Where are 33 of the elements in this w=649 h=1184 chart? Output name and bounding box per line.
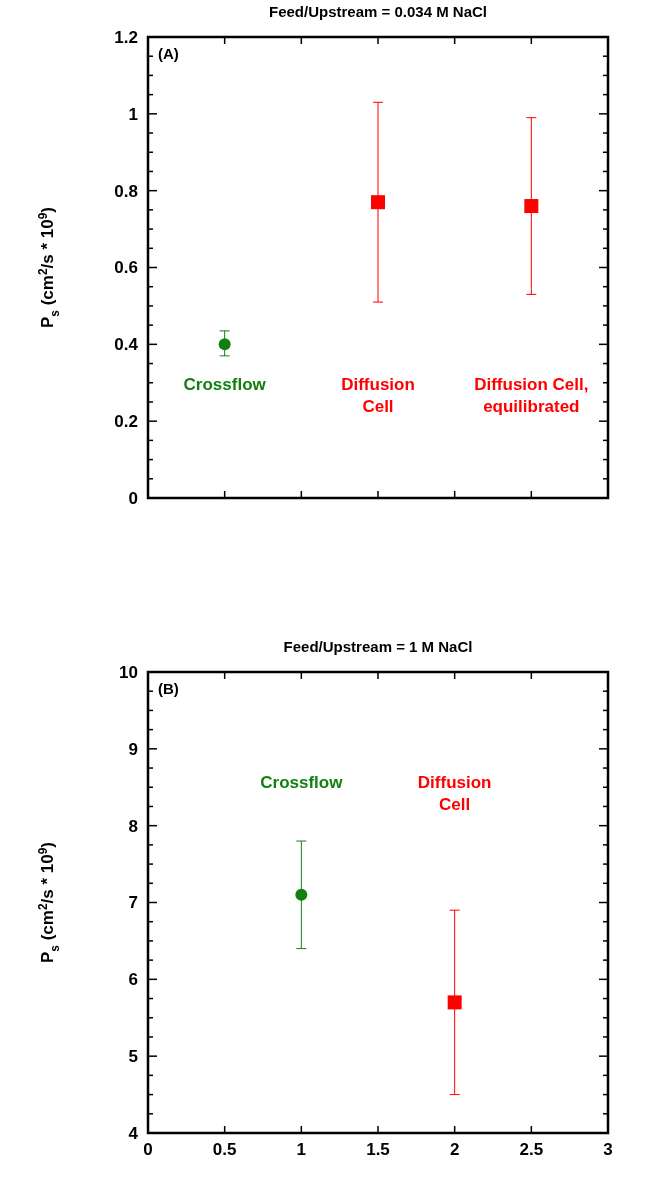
x-tick-label: 2.5 xyxy=(519,1140,544,1159)
y-tick-label: 9 xyxy=(128,739,138,759)
y-tick-label: 8 xyxy=(128,816,138,836)
y-tick-label: 10 xyxy=(119,662,138,682)
chart-title: Feed/Upstream = 1 M NaCl xyxy=(283,638,473,655)
annotation: (B) xyxy=(158,680,179,697)
annotation: Crossflow xyxy=(183,375,267,395)
x-tick-label: 0 xyxy=(143,1140,153,1159)
x-tick-label: 1.5 xyxy=(366,1140,390,1159)
y-tick-label: 0 xyxy=(128,488,138,508)
annotation: Diffusion Cell xyxy=(417,772,492,814)
y-tick-label: 0.2 xyxy=(114,412,138,432)
point xyxy=(371,195,385,210)
chart-title: Feed/Upstream = 0.034 M NaCl xyxy=(268,3,488,20)
y-tick-label: 1.2 xyxy=(114,27,138,47)
x-tick-label: 3 xyxy=(603,1140,613,1159)
y-tick-label: 0.4 xyxy=(114,335,139,355)
y-tick-label: 6 xyxy=(128,970,138,990)
x-tick-label: 0.5 xyxy=(212,1140,237,1159)
annotation: Diffusion Cell xyxy=(341,375,415,417)
x-tick-label: 2 xyxy=(449,1140,460,1159)
annotation: Diffusion Cell, equilibrated xyxy=(474,375,589,417)
y-tick-label: 0.6 xyxy=(114,258,138,278)
annotation: (A) xyxy=(158,45,179,62)
x-tick-label: 1 xyxy=(296,1140,307,1159)
y-tick-label: 5 xyxy=(128,1047,138,1067)
y-tick-label: 1 xyxy=(128,104,138,124)
y-tick-label: 4 xyxy=(128,1123,139,1143)
y-tick-label: 7 xyxy=(128,893,138,913)
point xyxy=(524,199,539,214)
annotation: Crossflow xyxy=(260,772,344,792)
y-tick-label: 0.8 xyxy=(114,181,138,201)
point xyxy=(218,338,231,351)
